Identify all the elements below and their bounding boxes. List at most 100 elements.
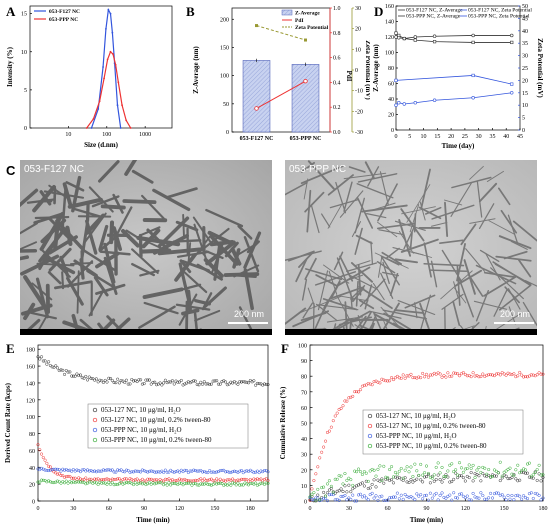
data-point [215, 482, 219, 486]
legend-entry: 053-PPP NC, 10 μg/ml, 0.2% tween-80 [376, 442, 487, 450]
data-point [195, 483, 199, 487]
data-point [133, 469, 137, 473]
data-point [428, 491, 432, 495]
data-point [144, 378, 148, 382]
series-line [395, 92, 512, 106]
data-point [312, 478, 316, 483]
data-point [388, 379, 392, 383]
data-point [202, 482, 206, 486]
nanocrystal-rod [20, 188, 39, 208]
data-point [68, 474, 72, 479]
data-point [124, 468, 129, 472]
data-point [417, 375, 421, 379]
data-point [370, 467, 374, 472]
data-point [128, 480, 132, 484]
data-point [322, 496, 326, 500]
data-point [153, 482, 157, 486]
nanocrystal-rod [518, 259, 532, 278]
data-point [473, 495, 477, 499]
data-point [257, 382, 261, 386]
data-point [531, 476, 535, 480]
data-point [163, 477, 167, 481]
data-point [110, 481, 114, 485]
data-point [421, 497, 425, 501]
nanocrystal-rod [93, 276, 109, 297]
data-point [432, 371, 436, 375]
data-point [66, 370, 70, 374]
data-point [467, 476, 471, 480]
y-axis-label: Cumulative Release (%) [279, 386, 287, 459]
data-point [135, 482, 139, 486]
data-point [55, 479, 60, 483]
data-point [333, 498, 337, 502]
data-point [391, 475, 396, 479]
data-point [471, 371, 475, 375]
nanocrystal-rod [510, 240, 528, 250]
nanocrystal-rod [382, 256, 400, 266]
nanocrystal-rod [377, 221, 398, 238]
x-tick-label: 20 [448, 134, 454, 140]
data-point [316, 493, 320, 497]
data-point [498, 460, 502, 464]
data-point [266, 470, 270, 474]
data-point [413, 376, 417, 380]
data-point [514, 468, 518, 472]
data-point [469, 470, 473, 475]
data-point [41, 467, 45, 471]
data-point [432, 473, 436, 477]
data-point [105, 482, 109, 486]
data-point [409, 495, 413, 499]
data-point [200, 479, 205, 483]
data-point [376, 380, 380, 384]
data-point [520, 373, 524, 377]
nanocrystal-rod [465, 248, 486, 272]
data-point [139, 470, 143, 474]
data-point [469, 375, 473, 379]
data-point [216, 382, 221, 386]
data-point [55, 472, 60, 476]
data-point [541, 496, 545, 500]
y-tick-label: 60 [29, 449, 35, 455]
nanocrystal-rod [79, 221, 89, 264]
legend-box [362, 409, 524, 455]
data-point [89, 376, 93, 381]
data-point [183, 382, 187, 386]
scale-label-right: 200 nm [500, 309, 531, 319]
nanocrystal-rod [483, 271, 516, 278]
data-point [101, 478, 106, 482]
data-point [351, 483, 355, 487]
data-point [91, 377, 95, 381]
data-point [50, 467, 54, 471]
nanocrystal-rod [343, 181, 353, 212]
data-point [402, 102, 406, 106]
data-point [121, 104, 123, 107]
data-point [506, 493, 510, 497]
x-axis-label: Time (min) [136, 516, 170, 524]
nanocrystal-rod [366, 212, 387, 219]
data-point [121, 469, 125, 473]
nanocrystal-rod [100, 204, 126, 210]
data-point [514, 494, 518, 498]
legend-entry: 053-PPP NC, 10 μg/ml, H₂O [101, 426, 182, 434]
data-point [349, 478, 353, 482]
nanocrystal-rod [23, 275, 48, 311]
data-point [57, 368, 61, 373]
data-point [471, 33, 475, 38]
y-tick-label: 0 [304, 500, 307, 506]
legend-marker [92, 437, 98, 443]
y-tick-label: 10 [21, 50, 27, 56]
data-point [498, 373, 502, 377]
nanocrystal-rod [20, 254, 60, 276]
nanocrystal-rod [451, 176, 492, 189]
data-point-zeta [255, 24, 258, 28]
data-point [498, 479, 502, 483]
data-point [483, 497, 487, 501]
y-axis-label: Z-Average (nm) [372, 44, 380, 92]
x-tick-label: 053-PPP NC [290, 136, 322, 142]
nanocrystal-rod [364, 161, 375, 179]
data-point [200, 470, 205, 474]
y-tick-label: 60 [301, 406, 307, 412]
nanocrystal-rod [306, 189, 312, 233]
data-point [421, 371, 425, 375]
data-point [264, 481, 268, 485]
